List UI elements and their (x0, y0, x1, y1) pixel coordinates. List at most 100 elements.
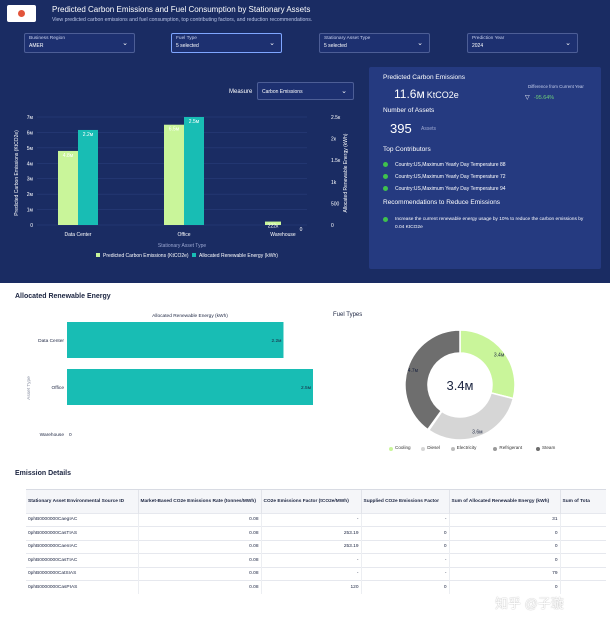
x-tick-label: Data Center (65, 232, 92, 238)
legend-label: Allocated Renewable Energy (kWh) (199, 253, 278, 259)
y2-axis-title: Allocated Renewable Energy (kWh) (343, 133, 349, 212)
filter-label: Prediction Year (472, 36, 505, 41)
y-tick-label: 1м (27, 208, 34, 214)
table-cell: 0 (449, 539, 561, 554)
measure-value: Carbon Emissions (262, 89, 303, 95)
table-cell (560, 580, 606, 594)
column-header[interactable]: Market-Based CO2e Emissions Rate (tonnes… (138, 490, 262, 513)
legend-label: Refrigerant (499, 445, 523, 450)
contributor-item: Country:US,Maximum Yearly Day Temperatur… (383, 162, 506, 168)
prediction-summary-panel: Predicted Carbon Emissions 11.6м KtCO2e D… (369, 67, 601, 269)
measure-select[interactable]: Carbon Emissions ⌄ (257, 82, 354, 100)
filter-label: Business Region (29, 36, 65, 41)
table-body: 0phB0000000CaegIAC 0.08- -31 0phB0000000Cas… (26, 512, 606, 594)
bar-value-label: 2.2м (83, 132, 94, 138)
y-tick-label: 3м (27, 177, 34, 183)
filter-label: Stationary Asset Type (324, 36, 371, 41)
contributor-text: Country:US,Maximum Yearly Day Temperatur… (395, 174, 506, 180)
column-header[interactable]: Supplied CO2e Emissions Factor (361, 490, 450, 513)
filter-value: 2024 (472, 43, 484, 49)
contributor-item: Country:US,Maximum Yearly Day Temperatur… (383, 174, 506, 180)
bar-value-label: 0 (300, 227, 303, 233)
table-cell (560, 553, 606, 567)
table-cell: 0.08 (138, 512, 262, 527)
table-cell (560, 526, 606, 540)
column-header[interactable]: CO2e Emissions Factor (tCO2e/MWh) (261, 490, 362, 513)
y2-tick-label: 2к (331, 137, 337, 143)
table-cell: 253.19 (261, 526, 362, 540)
bar-1 (78, 129, 98, 225)
table-row[interactable]: 0phB0000000CatSIAS 0.08- -79 (26, 566, 606, 581)
table-cell: 0phB0000000CaegIAC (26, 512, 139, 527)
table-row[interactable]: 0phB0000000CasTIAS 0.08 253.19 0 0 (26, 526, 606, 540)
y2-tick-label: 0 (331, 223, 334, 229)
table-cell: 0 (449, 526, 561, 540)
chevron-down-icon: ⌄ (341, 88, 347, 95)
table-cell: 0 (361, 580, 450, 594)
table-cell: 0 (361, 539, 450, 554)
table-cell (560, 512, 606, 527)
stationary-asset-type-filter[interactable]: Stationary Asset Type 5 selected ⌄ (319, 33, 430, 53)
table-cell: 0.08 (138, 553, 262, 567)
allocated-section-title: Allocated Renewable Energy (15, 293, 111, 300)
column-header[interactable]: Sum of Allocated Renewable Energy (kWh) (449, 490, 561, 513)
bar-value-label: 222к (268, 224, 279, 230)
donut-slice (427, 391, 515, 441)
status-dot-icon (383, 162, 388, 168)
chevron-down-icon: ⌄ (269, 40, 275, 47)
y-tick-label: 7м (27, 115, 34, 121)
table-row[interactable]: 0phB0000000CaegIAC 0.08- -31 (26, 512, 606, 527)
table-row[interactable]: 0phB0000000CasPIAS 0.08 120 0 0 (26, 580, 606, 594)
y-tick-label: Warehouse (40, 432, 65, 438)
bar (67, 322, 284, 358)
app-logo (7, 5, 36, 22)
trend-down-icon: ▽ (525, 95, 530, 101)
top-contributors-label: Top Contributors (383, 146, 431, 153)
measure-label: Measure (229, 89, 253, 95)
column-header[interactable]: Stationary Asset Environmental Source ID (26, 490, 139, 513)
y-tick-label: 0 (30, 223, 33, 229)
emission-details-title: Emission Details (15, 470, 72, 477)
legend-swatch (421, 447, 426, 451)
legend-swatch (493, 447, 498, 451)
table-row[interactable]: 0phB0000000CasTIAC 0.08- -0 (26, 553, 606, 567)
prediction-year-filter[interactable]: Prediction Year 2024 ⌄ (467, 33, 578, 53)
table-cell: - (361, 553, 450, 567)
bar-value-label: 2.2м (272, 338, 282, 344)
chart-title: Allocated Renewable Energy (kWh) (152, 313, 228, 319)
filter-value: 5 selected (324, 43, 347, 49)
legend-label: Cooling (395, 445, 411, 450)
emission-details-table: Stationary Asset Environmental Source ID… (26, 490, 606, 594)
table-row[interactable]: 0phB0000000CaenIAC 0.08 253.19 0 0 (26, 539, 606, 554)
chevron-down-icon: ⌄ (417, 40, 423, 47)
summary-title: Predicted Carbon Emissions (383, 74, 466, 81)
chevron-down-icon: ⌄ (122, 40, 128, 47)
table-cell: 0phB0000000CasTIAS (26, 526, 139, 540)
table-cell: - (261, 512, 362, 527)
filter-label: Fuel Type (176, 36, 197, 41)
emission-details-table-container[interactable]: Stationary Asset Environmental Source ID… (26, 489, 606, 615)
table-cell: - (261, 553, 362, 567)
table-cell: 0.08 (138, 539, 262, 554)
column-header[interactable]: Sum of Tota (560, 490, 606, 513)
allocated-energy-bar-chart: Allocated Renewable Energy (kWh) Data Cen… (26, 313, 313, 438)
filter-value: AMER (29, 43, 44, 49)
recommendation-item: Increase the current renewable energy us… (383, 216, 593, 232)
y-tick-label: 2м (27, 192, 34, 198)
bar-1 (184, 117, 204, 225)
table-cell: 0 (449, 553, 561, 567)
legend-label: Electricity (456, 445, 477, 450)
y2-tick-label: 1k (331, 180, 337, 186)
recommendations-label: Recommendations to Reduce Emissions (383, 199, 501, 206)
table-cell (560, 539, 606, 554)
predicted-emissions-value: 11.6м KtCO2e (394, 87, 459, 101)
fuel-type-filter[interactable]: Fuel Type 5 selected ⌄ (171, 33, 282, 53)
assets-count: 395 (390, 121, 412, 136)
filter-value: 5 selected (176, 43, 199, 49)
bar-value-label: 6.5м (169, 127, 180, 133)
business-region-filter[interactable]: Business Region AMER ⌄ (24, 33, 135, 53)
chevron-down-icon: ⌄ (565, 40, 571, 47)
donut-slice (404, 329, 461, 431)
page-title: Predicted Carbon Emissions and Fuel Cons… (52, 5, 311, 14)
y-tick-label: Data Center (38, 338, 64, 344)
